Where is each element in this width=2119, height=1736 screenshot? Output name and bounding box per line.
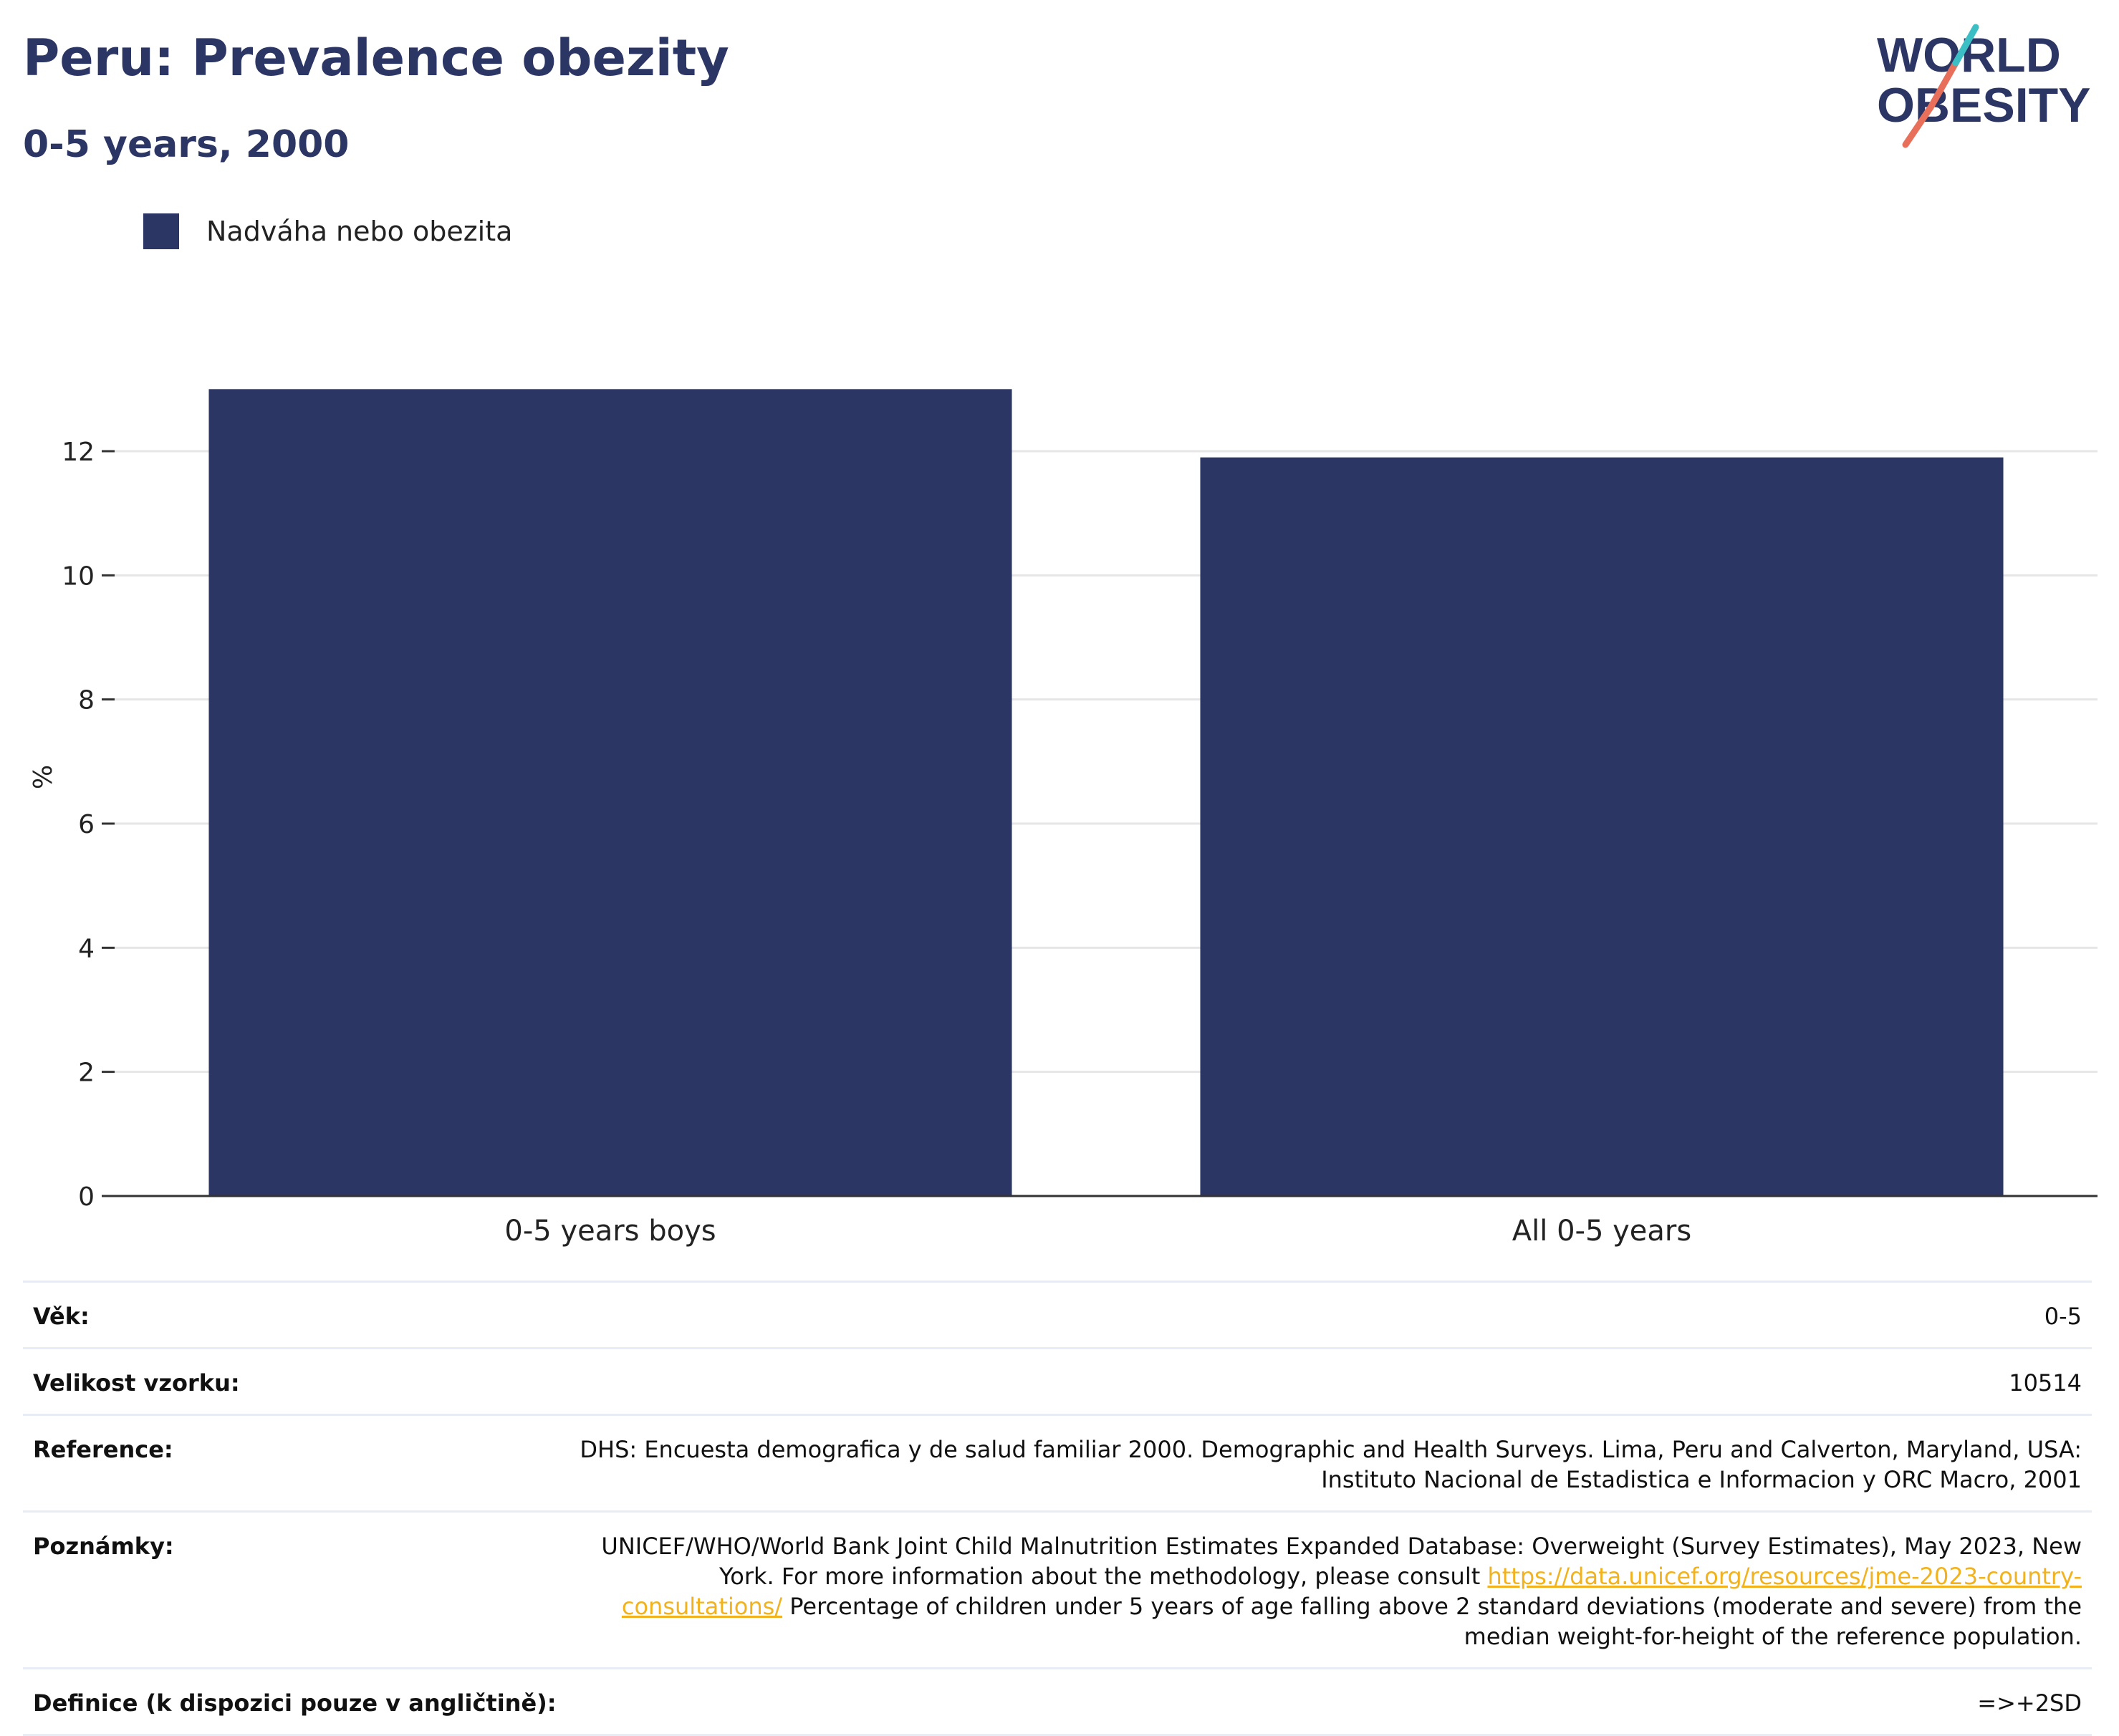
- legend-label: Nadváha nebo obezita: [206, 216, 513, 247]
- info-row-reference: Reference: DHS: Encuesta demografica y d…: [23, 1414, 2092, 1510]
- notes-value: UNICEF/WHO/World Bank Joint Child Malnut…: [577, 1531, 2082, 1651]
- y-tick-label: 6: [78, 810, 95, 839]
- notes-text-1: UNICEF/WHO/World Bank Joint Child Malnut…: [601, 1533, 2082, 1590]
- world-obesity-logo: WORLD OBESITY: [1877, 24, 2091, 148]
- x-tick-label: All 0-5 years: [1512, 1215, 1691, 1248]
- definition-label: Definice (k dispozici pouze v angličtině…: [33, 1689, 557, 1717]
- info-row-notes: Poznámky: UNICEF/WHO/World Bank Joint Ch…: [23, 1510, 2092, 1667]
- notes-label: Poznámky:: [33, 1533, 174, 1560]
- info-row-age: Věk: 0-5: [23, 1281, 2092, 1347]
- logo-slash-teal: [1952, 24, 1979, 67]
- y-tick-label: 8: [78, 686, 95, 715]
- reference-value: DHS: Encuesta demografica y de salud fam…: [580, 1436, 2082, 1493]
- sample-label: Velikost vzorku:: [33, 1369, 240, 1397]
- legend[interactable]: Nadváha nebo obezita: [143, 213, 512, 249]
- logo-slash-coral: [1927, 59, 1959, 111]
- info-table: Věk: 0-5 Velikost vzorku: 10514 Referenc…: [23, 1281, 2092, 1736]
- sample-value: 10514: [2009, 1369, 2082, 1397]
- age-label: Věk:: [33, 1303, 90, 1330]
- y-tick-label: 4: [78, 934, 95, 963]
- age-value: 0-5: [2044, 1303, 2082, 1330]
- y-axis-label: %: [29, 765, 58, 789]
- y-tick-label: 10: [62, 561, 95, 591]
- info-row-sample: Velikost vzorku: 10514: [23, 1347, 2092, 1414]
- info-row-definition: Definice (k dispozici pouze v angličtině…: [23, 1667, 2092, 1736]
- logo-line2: OBESITY: [1877, 78, 2091, 132]
- chart-subtitle: 0-5 years, 2000: [23, 123, 350, 166]
- logo-slash-coral-tail: [1902, 104, 1934, 148]
- bar: [208, 389, 1012, 1197]
- y-tick-label: 12: [62, 438, 95, 467]
- notes-text-2: Percentage of children under 5 years of …: [782, 1593, 2082, 1650]
- reference-label: Reference:: [33, 1436, 173, 1463]
- bar: [1200, 457, 2004, 1196]
- legend-swatch: [143, 213, 179, 249]
- y-tick-label: 2: [78, 1059, 95, 1088]
- bar-chart: 0 2 4 6 8 10 12% 0-5 years boys All 0-5 years: [29, 389, 2098, 1248]
- chart-title: Peru: Prevalence obezity: [23, 29, 729, 87]
- y-tick-label: 0: [78, 1182, 95, 1212]
- x-tick-label: 0-5 years boys: [504, 1215, 716, 1248]
- definition-value: =>+2SD: [1977, 1689, 2082, 1717]
- notes-link[interactable]: https://data.unicef.org/resources/jme-20…: [621, 1563, 2082, 1620]
